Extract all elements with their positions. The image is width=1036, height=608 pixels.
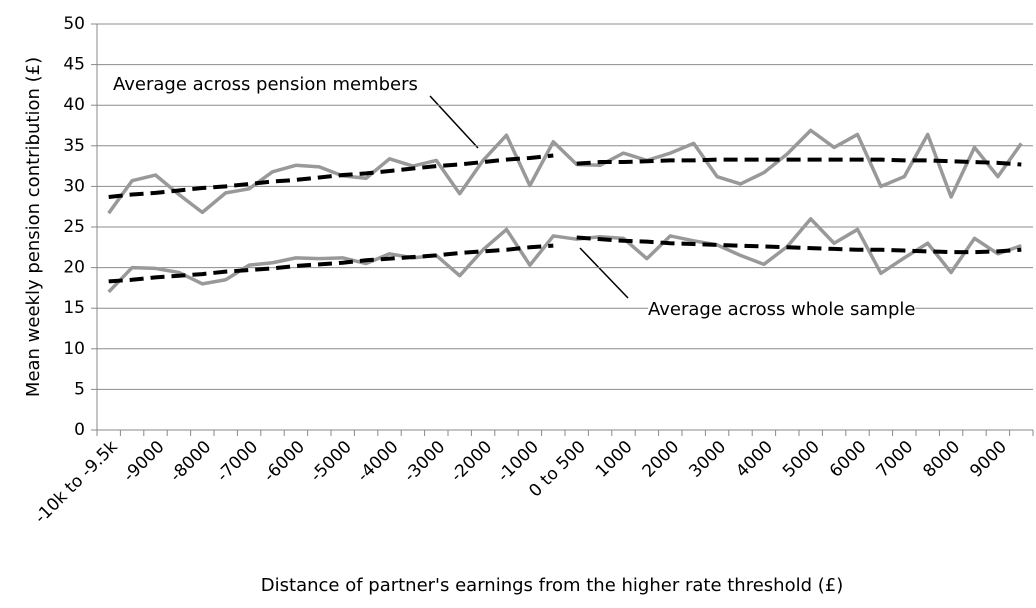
y-tick-label: 35: [63, 136, 85, 156]
x-tick-label: -6000: [260, 437, 309, 486]
y-tick-label: 20: [63, 258, 85, 278]
x-tick-label: 6000: [826, 437, 871, 482]
annotation-background: [648, 299, 916, 320]
x-tick-label: -10k to -9.5k: [31, 437, 122, 528]
y-tick-label: 0: [74, 420, 85, 440]
x-tick-label: -9000: [119, 437, 168, 486]
y-tick-label: 25: [63, 217, 85, 237]
x-tick-label: 4000: [732, 437, 777, 482]
x-tick-label: -5000: [307, 437, 356, 486]
trend-line: [108, 153, 554, 199]
x-tick-label: 8000: [919, 437, 964, 482]
data-line: [107, 128, 1023, 215]
trend-line: [576, 157, 1022, 167]
x-tick-label: -3000: [400, 437, 449, 486]
x-tick-label: 1000: [592, 437, 637, 482]
x-tick-label: 5000: [779, 437, 824, 482]
x-tick-label: -4000: [353, 437, 402, 486]
y-tick-label: 40: [63, 95, 85, 115]
y-tick-label: 10: [63, 339, 85, 359]
x-tick-label: -2000: [447, 437, 496, 486]
y-tick-label: 30: [63, 176, 85, 196]
x-tick-label: 9000: [966, 437, 1011, 482]
y-tick-label: 50: [63, 14, 85, 34]
y-tick-label: 45: [63, 55, 85, 75]
x-axis-label: Distance of partner's earnings from the …: [261, 575, 843, 596]
x-tick-label: 7000: [873, 437, 918, 482]
y-tick-label: 5: [74, 379, 85, 399]
trend-line: [576, 235, 1022, 255]
x-tick-label: -7000: [213, 437, 262, 486]
x-tick-label: 2000: [639, 437, 684, 482]
annotation-leader: [429, 95, 479, 149]
trend-line: [108, 243, 554, 284]
x-tick-label: 3000: [685, 437, 730, 482]
x-tick-label: -8000: [166, 437, 215, 486]
data-line: [107, 217, 1022, 294]
annotation: Average across pension members: [113, 74, 418, 95]
y-axis-label: Mean weekly pension contribution (£): [23, 57, 44, 397]
y-tick-label: 15: [63, 298, 85, 318]
annotation-leader: [579, 247, 629, 299]
annotation: Average across whole sample: [648, 299, 915, 320]
